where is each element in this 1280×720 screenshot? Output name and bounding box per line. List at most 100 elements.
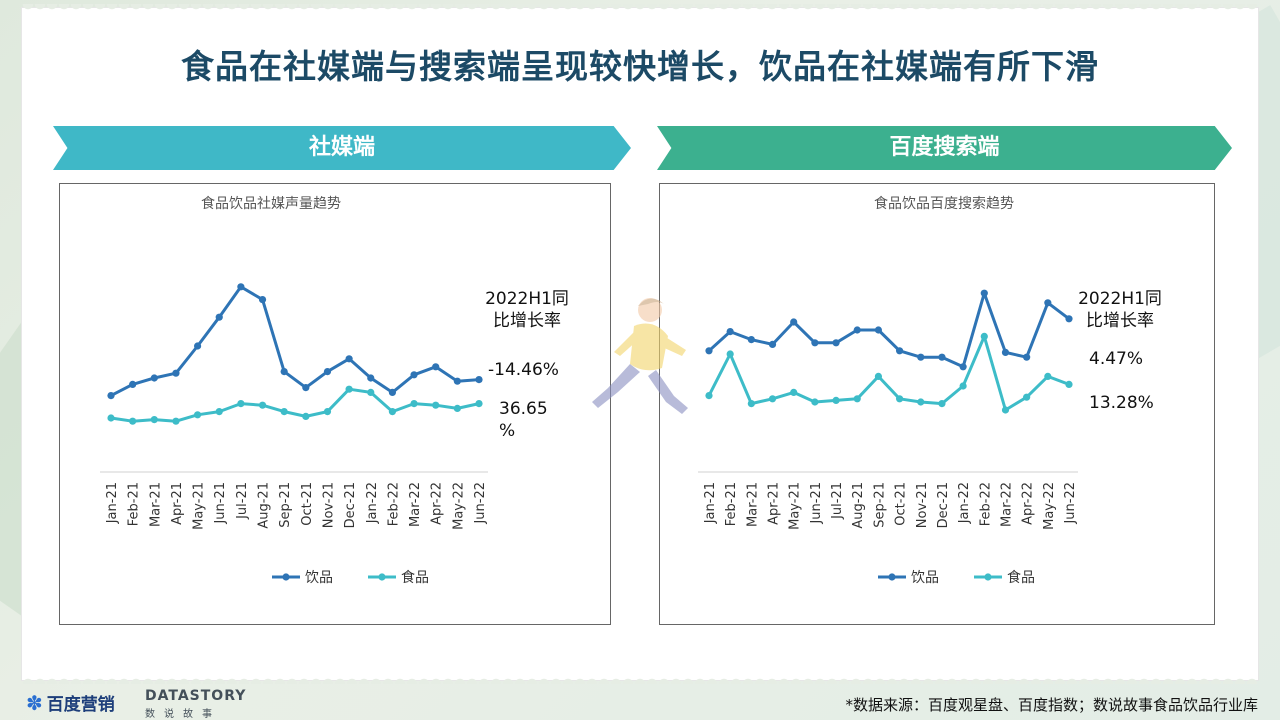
data-point — [302, 412, 310, 420]
data-point — [980, 332, 988, 340]
legend-marker — [378, 573, 386, 581]
data-point — [172, 417, 180, 425]
search-chart-panel: 食品饮品百度搜索趋势 Jan-21 Feb-21 Mar-21 Apr-21 May-21… — [659, 183, 1215, 625]
chart-title: 食品饮品社媒声量趋势 — [201, 195, 341, 212]
data-point — [280, 408, 288, 416]
x-tick-label: Oct-21 — [300, 482, 315, 526]
x-tick-label: Jun-21 — [213, 482, 228, 525]
x-tick-label: Jun-22 — [473, 482, 488, 525]
legend-label: 饮品 — [305, 570, 333, 586]
legend-marker — [984, 573, 992, 581]
data-point — [874, 372, 883, 380]
data-point — [237, 400, 245, 408]
data-point — [811, 398, 819, 406]
page-title: 食品在社媒端与搜索端呈现较快增长，饮品在社媒端有所下滑 — [181, 47, 1099, 86]
data-point — [432, 401, 440, 409]
x-tick-label: Jun-22 — [1063, 482, 1078, 525]
data-point — [980, 289, 988, 297]
baidu-paw-icon: ✽ — [26, 691, 43, 715]
x-tick-label: Aug-21 — [851, 482, 866, 529]
baidu-search-banner: 百度搜索端 — [657, 126, 1232, 170]
data-point — [150, 416, 158, 424]
search-trend-chart: 食品饮品百度搜索趋势 Jan-21 Feb-21 Mar-21 Apr-21 May-21… — [698, 195, 1162, 586]
data-point — [129, 417, 137, 425]
data-point — [705, 347, 713, 355]
data-point — [258, 296, 267, 304]
data-point — [1065, 380, 1073, 388]
growth-rate-heading: 比增长率 — [1086, 311, 1154, 331]
x-tick-label: Mar-22 — [408, 482, 423, 527]
data-point — [302, 384, 310, 392]
x-tick-label: Apr-21 — [767, 482, 782, 525]
data-point — [790, 318, 798, 326]
growth-rate-heading: 2022H1同 — [1078, 289, 1162, 309]
x-tick-label: Mar-21 — [745, 482, 760, 527]
x-tick-label: Oct-21 — [894, 482, 909, 526]
data-point — [107, 392, 115, 400]
x-tick-label: Jul-21 — [235, 482, 250, 520]
data-point — [832, 396, 840, 404]
data-point — [280, 368, 288, 376]
series-line — [707, 291, 1070, 369]
data-point — [705, 392, 713, 400]
data-point — [938, 353, 946, 361]
x-tick-label: Jan-21 — [703, 482, 718, 524]
x-tick-label: Feb-22 — [386, 482, 401, 526]
data-point — [938, 400, 946, 408]
legend-label: 饮品 — [911, 570, 939, 586]
data-point — [388, 388, 397, 396]
data-point — [345, 355, 353, 363]
x-tick-label: Jul-21 — [830, 482, 845, 520]
data-point — [475, 400, 483, 408]
x-tick-label: Nov-21 — [321, 482, 336, 528]
chart-title: 食品饮品百度搜索趋势 — [874, 195, 1014, 212]
x-tick-label: Apr-22 — [430, 482, 445, 525]
growth-rate-heading: 比增长率 — [493, 311, 561, 331]
x-tick-label: May-21 — [192, 482, 207, 530]
growth-rate-label: 13.28% — [1089, 393, 1154, 413]
data-point — [1001, 348, 1010, 356]
baidu-marketing-logo: ✽ 百度营销 — [26, 691, 115, 715]
x-tick-label: Feb-21 — [127, 482, 142, 526]
growth-rate-label: 36.65 — [499, 399, 548, 419]
data-point — [323, 368, 332, 376]
data-point — [768, 395, 777, 403]
data-point — [193, 342, 202, 350]
data-point — [410, 371, 418, 379]
data-point — [959, 363, 967, 371]
legend-label: 食品 — [401, 569, 429, 586]
data-point — [726, 328, 734, 336]
x-tick-label: Nov-21 — [915, 482, 930, 528]
data-point — [215, 408, 223, 416]
x-tick-label: Sep-21 — [872, 482, 887, 528]
data-point — [453, 377, 461, 385]
series-line — [707, 334, 1070, 412]
data-point — [237, 283, 245, 291]
social-media-banner: 社媒端 — [53, 126, 631, 170]
data-point — [1065, 315, 1073, 323]
legend-label: 食品 — [1007, 569, 1035, 586]
data-point — [853, 326, 861, 334]
data-point — [258, 401, 267, 409]
data-point — [1001, 406, 1010, 414]
data-point — [917, 398, 925, 406]
x-tick-label: Feb-22 — [978, 482, 993, 526]
x-tick-label: Feb-21 — [724, 482, 739, 526]
data-point — [895, 395, 904, 403]
data-point — [832, 339, 840, 347]
x-tick-label: Mar-21 — [148, 482, 163, 527]
x-tick-label: May-22 — [451, 482, 466, 530]
data-point — [345, 385, 353, 393]
data-point — [1044, 299, 1052, 307]
x-tick-label: Sep-21 — [278, 482, 293, 528]
data-point — [150, 374, 158, 382]
data-point — [1023, 393, 1031, 401]
x-tick-label: Apr-22 — [1021, 482, 1036, 525]
data-point — [475, 376, 483, 384]
x-tick-label: Apr-21 — [170, 482, 185, 525]
social-volume-chart: 食品饮品社媒声量趋势 Jan-21 Feb-21 Mar-21 Apr-21 May-21… — [100, 195, 569, 586]
data-point — [726, 350, 734, 358]
growth-rate-label: % — [499, 421, 515, 441]
data-point — [129, 380, 137, 388]
data-point — [367, 374, 375, 382]
